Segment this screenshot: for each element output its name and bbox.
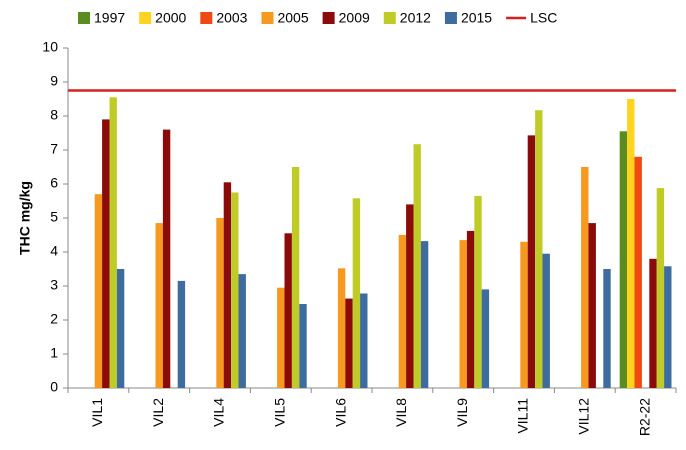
y-tick-label: 6 — [50, 175, 58, 191]
bar — [581, 167, 589, 388]
legend-label: 1997 — [94, 10, 125, 26]
y-tick-label: 7 — [50, 141, 58, 157]
bar — [352, 198, 361, 388]
x-tick-label: VIL2 — [150, 398, 166, 427]
bar — [291, 167, 300, 388]
bar — [406, 204, 414, 388]
y-tick-label: 1 — [50, 345, 58, 361]
y-tick-label: 10 — [42, 39, 58, 55]
bar — [420, 241, 429, 388]
bar — [116, 269, 125, 388]
x-tick-label: VIL12 — [576, 398, 592, 435]
bar — [102, 119, 110, 389]
legend-label: LSC — [530, 10, 557, 26]
legend-label: 2000 — [155, 10, 186, 26]
legend-label: 2005 — [277, 10, 308, 26]
bar — [527, 135, 536, 388]
bar — [299, 304, 307, 388]
x-tick-label: VIL5 — [272, 398, 288, 427]
bar — [231, 192, 239, 388]
x-tick-label: VIL1 — [89, 398, 105, 427]
bar — [649, 258, 657, 388]
bar — [542, 253, 550, 388]
x-tick-label: VIL6 — [332, 398, 348, 427]
legend-swatch — [383, 12, 396, 24]
bar — [656, 188, 665, 388]
bar — [345, 298, 353, 388]
bar — [664, 266, 672, 388]
bar — [535, 110, 543, 388]
legend-swatch — [444, 12, 457, 24]
x-tick-label: VIL11 — [515, 398, 531, 434]
y-tick-label: 3 — [50, 277, 58, 293]
legend-label: 2003 — [216, 10, 247, 26]
legend-label: 2015 — [461, 10, 492, 26]
bar — [337, 268, 346, 388]
legend-label: 2012 — [400, 10, 431, 26]
bar — [277, 287, 285, 388]
legend-swatch — [261, 12, 274, 24]
bar — [223, 182, 232, 388]
bar — [238, 274, 246, 388]
x-tick-label: VIL8 — [393, 398, 409, 427]
bar — [94, 194, 103, 388]
y-tick-label: 9 — [50, 73, 58, 89]
legend-swatch — [78, 12, 90, 24]
y-tick-label: 2 — [50, 311, 58, 327]
legend-swatch — [139, 12, 152, 24]
bar — [155, 223, 163, 388]
legend-label: 2009 — [339, 10, 370, 26]
bar — [413, 144, 421, 388]
bar — [588, 223, 596, 388]
y-tick-label: 4 — [50, 243, 58, 259]
y-tick-label: 8 — [50, 107, 58, 123]
x-tick-label: R2-22 — [636, 398, 652, 436]
x-tick-label: VIL9 — [454, 398, 470, 427]
y-tick-label: 5 — [50, 209, 58, 225]
legend-swatch — [200, 12, 213, 24]
y-tick-label: 0 — [50, 379, 58, 395]
bar — [603, 269, 611, 388]
legend-swatch — [322, 12, 335, 24]
bar — [177, 280, 186, 388]
y-axis-label: THC mg/kg — [17, 181, 33, 255]
bar — [466, 230, 475, 388]
bar — [474, 195, 482, 388]
bar — [162, 129, 171, 388]
bar — [634, 156, 642, 388]
bar — [398, 235, 407, 388]
bar — [216, 218, 224, 388]
bar — [627, 99, 635, 388]
bar — [360, 293, 368, 388]
bar — [520, 241, 528, 388]
bar — [619, 131, 628, 389]
bar — [109, 97, 117, 389]
bar — [481, 289, 490, 388]
bar — [284, 233, 292, 388]
x-tick-label: VIL4 — [211, 398, 227, 427]
bar — [459, 240, 467, 388]
